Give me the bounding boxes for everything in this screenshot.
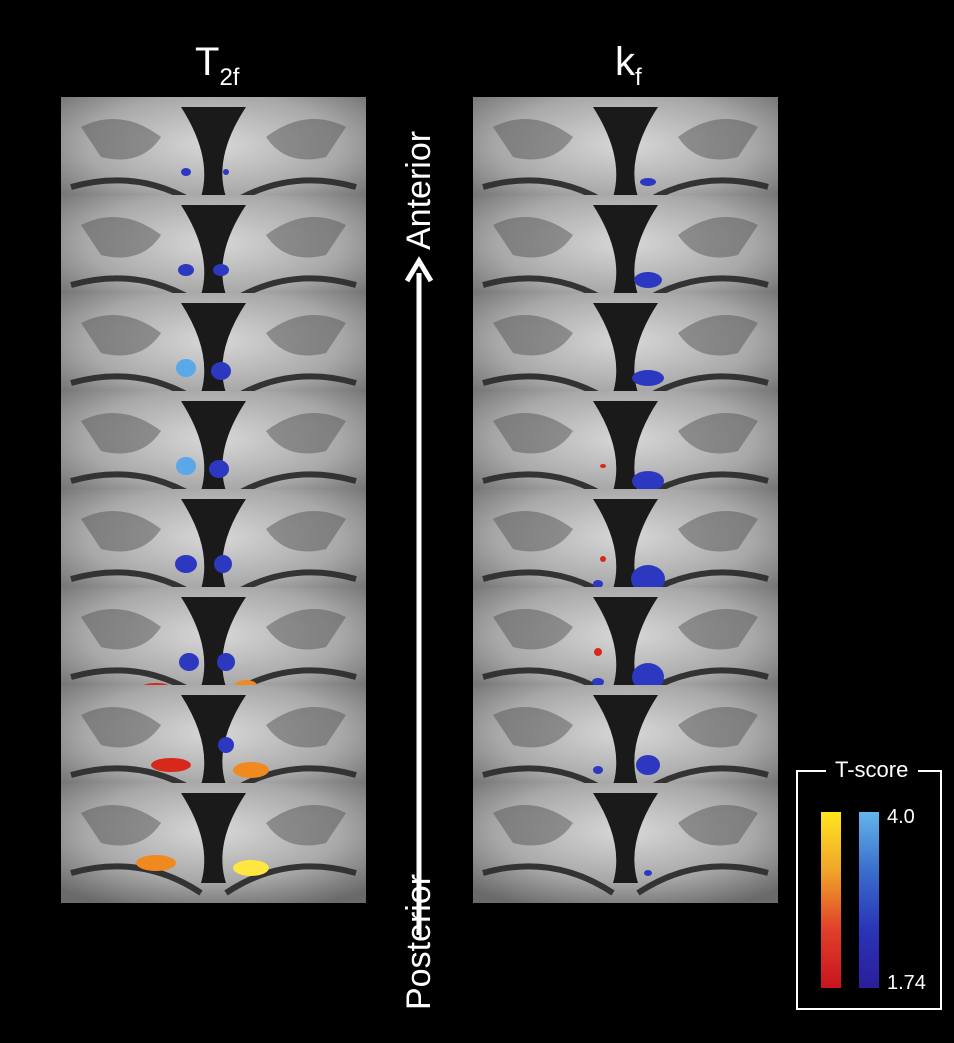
t2f-slice-column <box>61 97 366 903</box>
t-score-legend <box>796 770 942 1010</box>
cool-colorbar <box>859 812 879 988</box>
right-brain-slice <box>473 783 778 903</box>
posterior-label: Posterior <box>400 873 438 1010</box>
axis-arrow <box>404 256 434 935</box>
legend-title: T-score <box>835 757 909 782</box>
kf-slice-column <box>473 97 778 903</box>
anterior-label: Anterior <box>400 130 438 250</box>
colorbar-max-label: 4.0 <box>887 806 915 828</box>
warm-colorbar <box>821 812 841 988</box>
column-title-kf: kf <box>615 40 642 91</box>
anterior-posterior-axis: Anterior Posterior <box>395 95 455 1015</box>
left-brain-slice <box>61 783 366 903</box>
column-title-t2f: T2f <box>195 40 240 91</box>
colorbar-min-label: 1.74 <box>887 972 926 994</box>
